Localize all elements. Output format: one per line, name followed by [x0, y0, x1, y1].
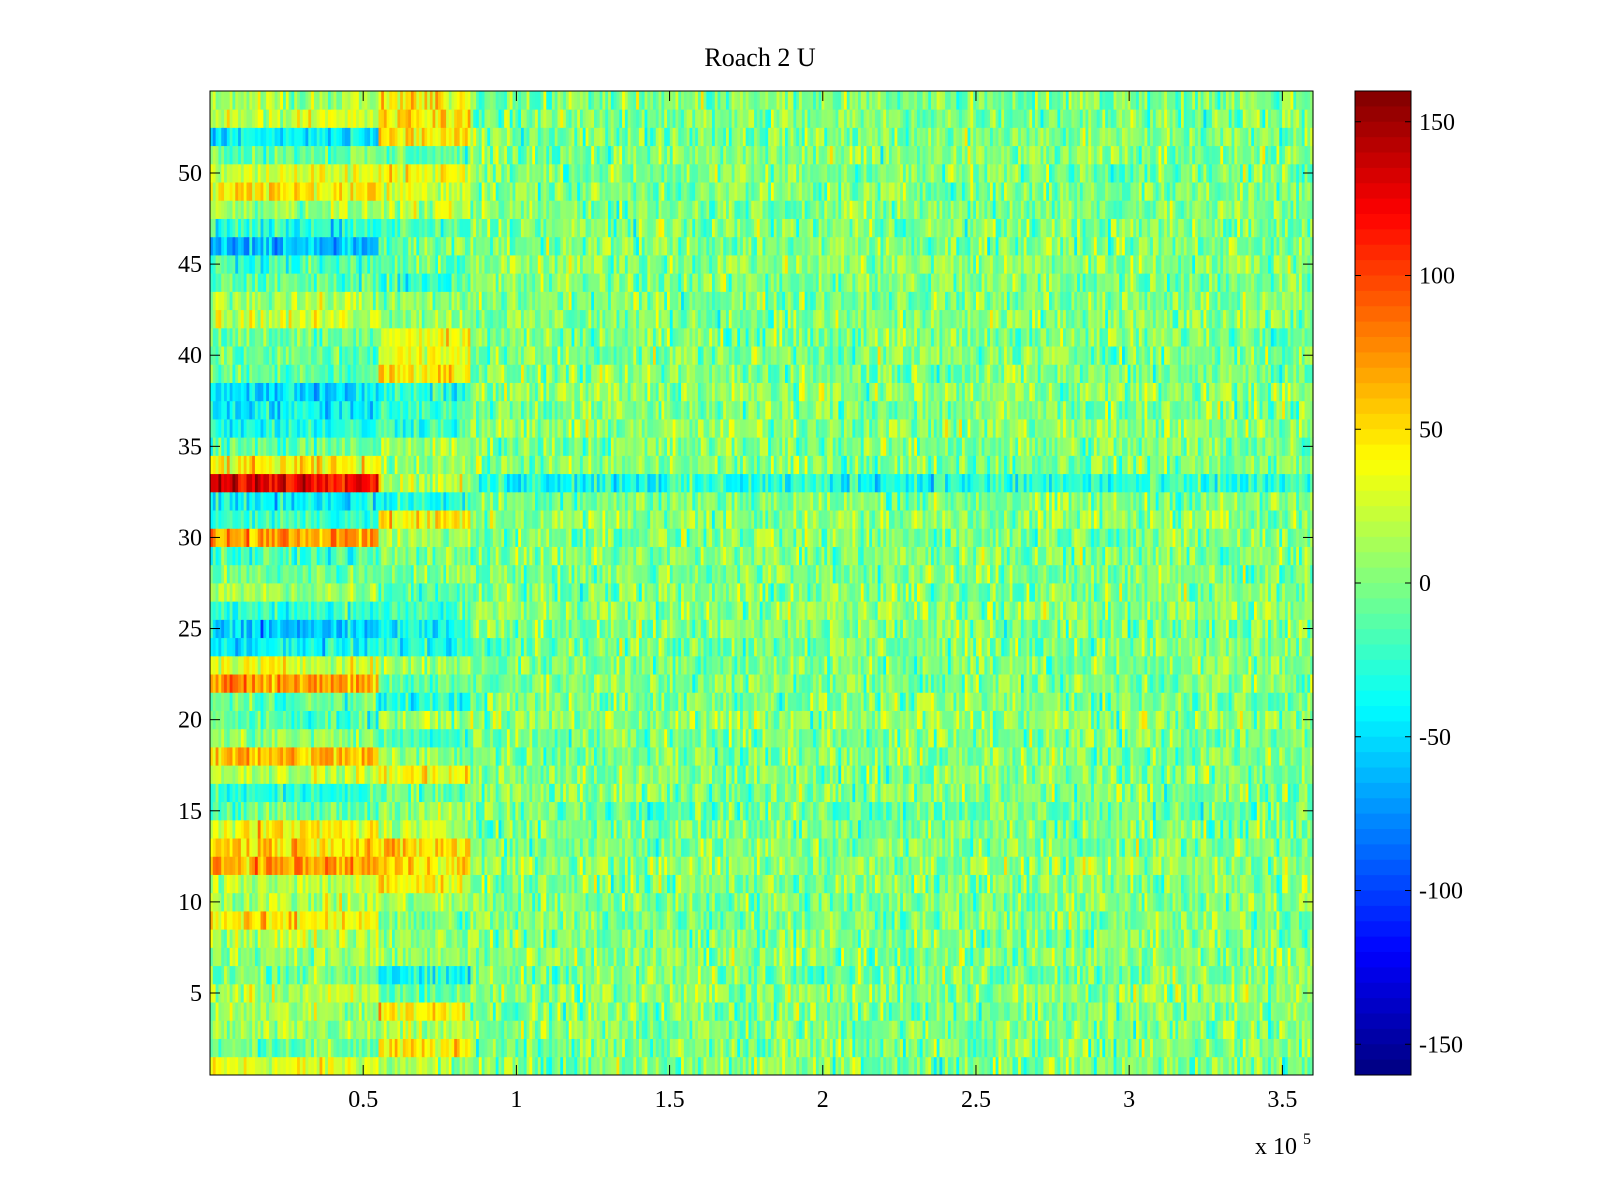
heatmap-cells — [210, 91, 1314, 1075]
chart-title: Roach 2 U — [704, 43, 815, 72]
heatmap-figure: Roach 2 U 0.5 1 1.5 2 2.5 3 3.5 51015202530354… — [0, 0, 1600, 1200]
